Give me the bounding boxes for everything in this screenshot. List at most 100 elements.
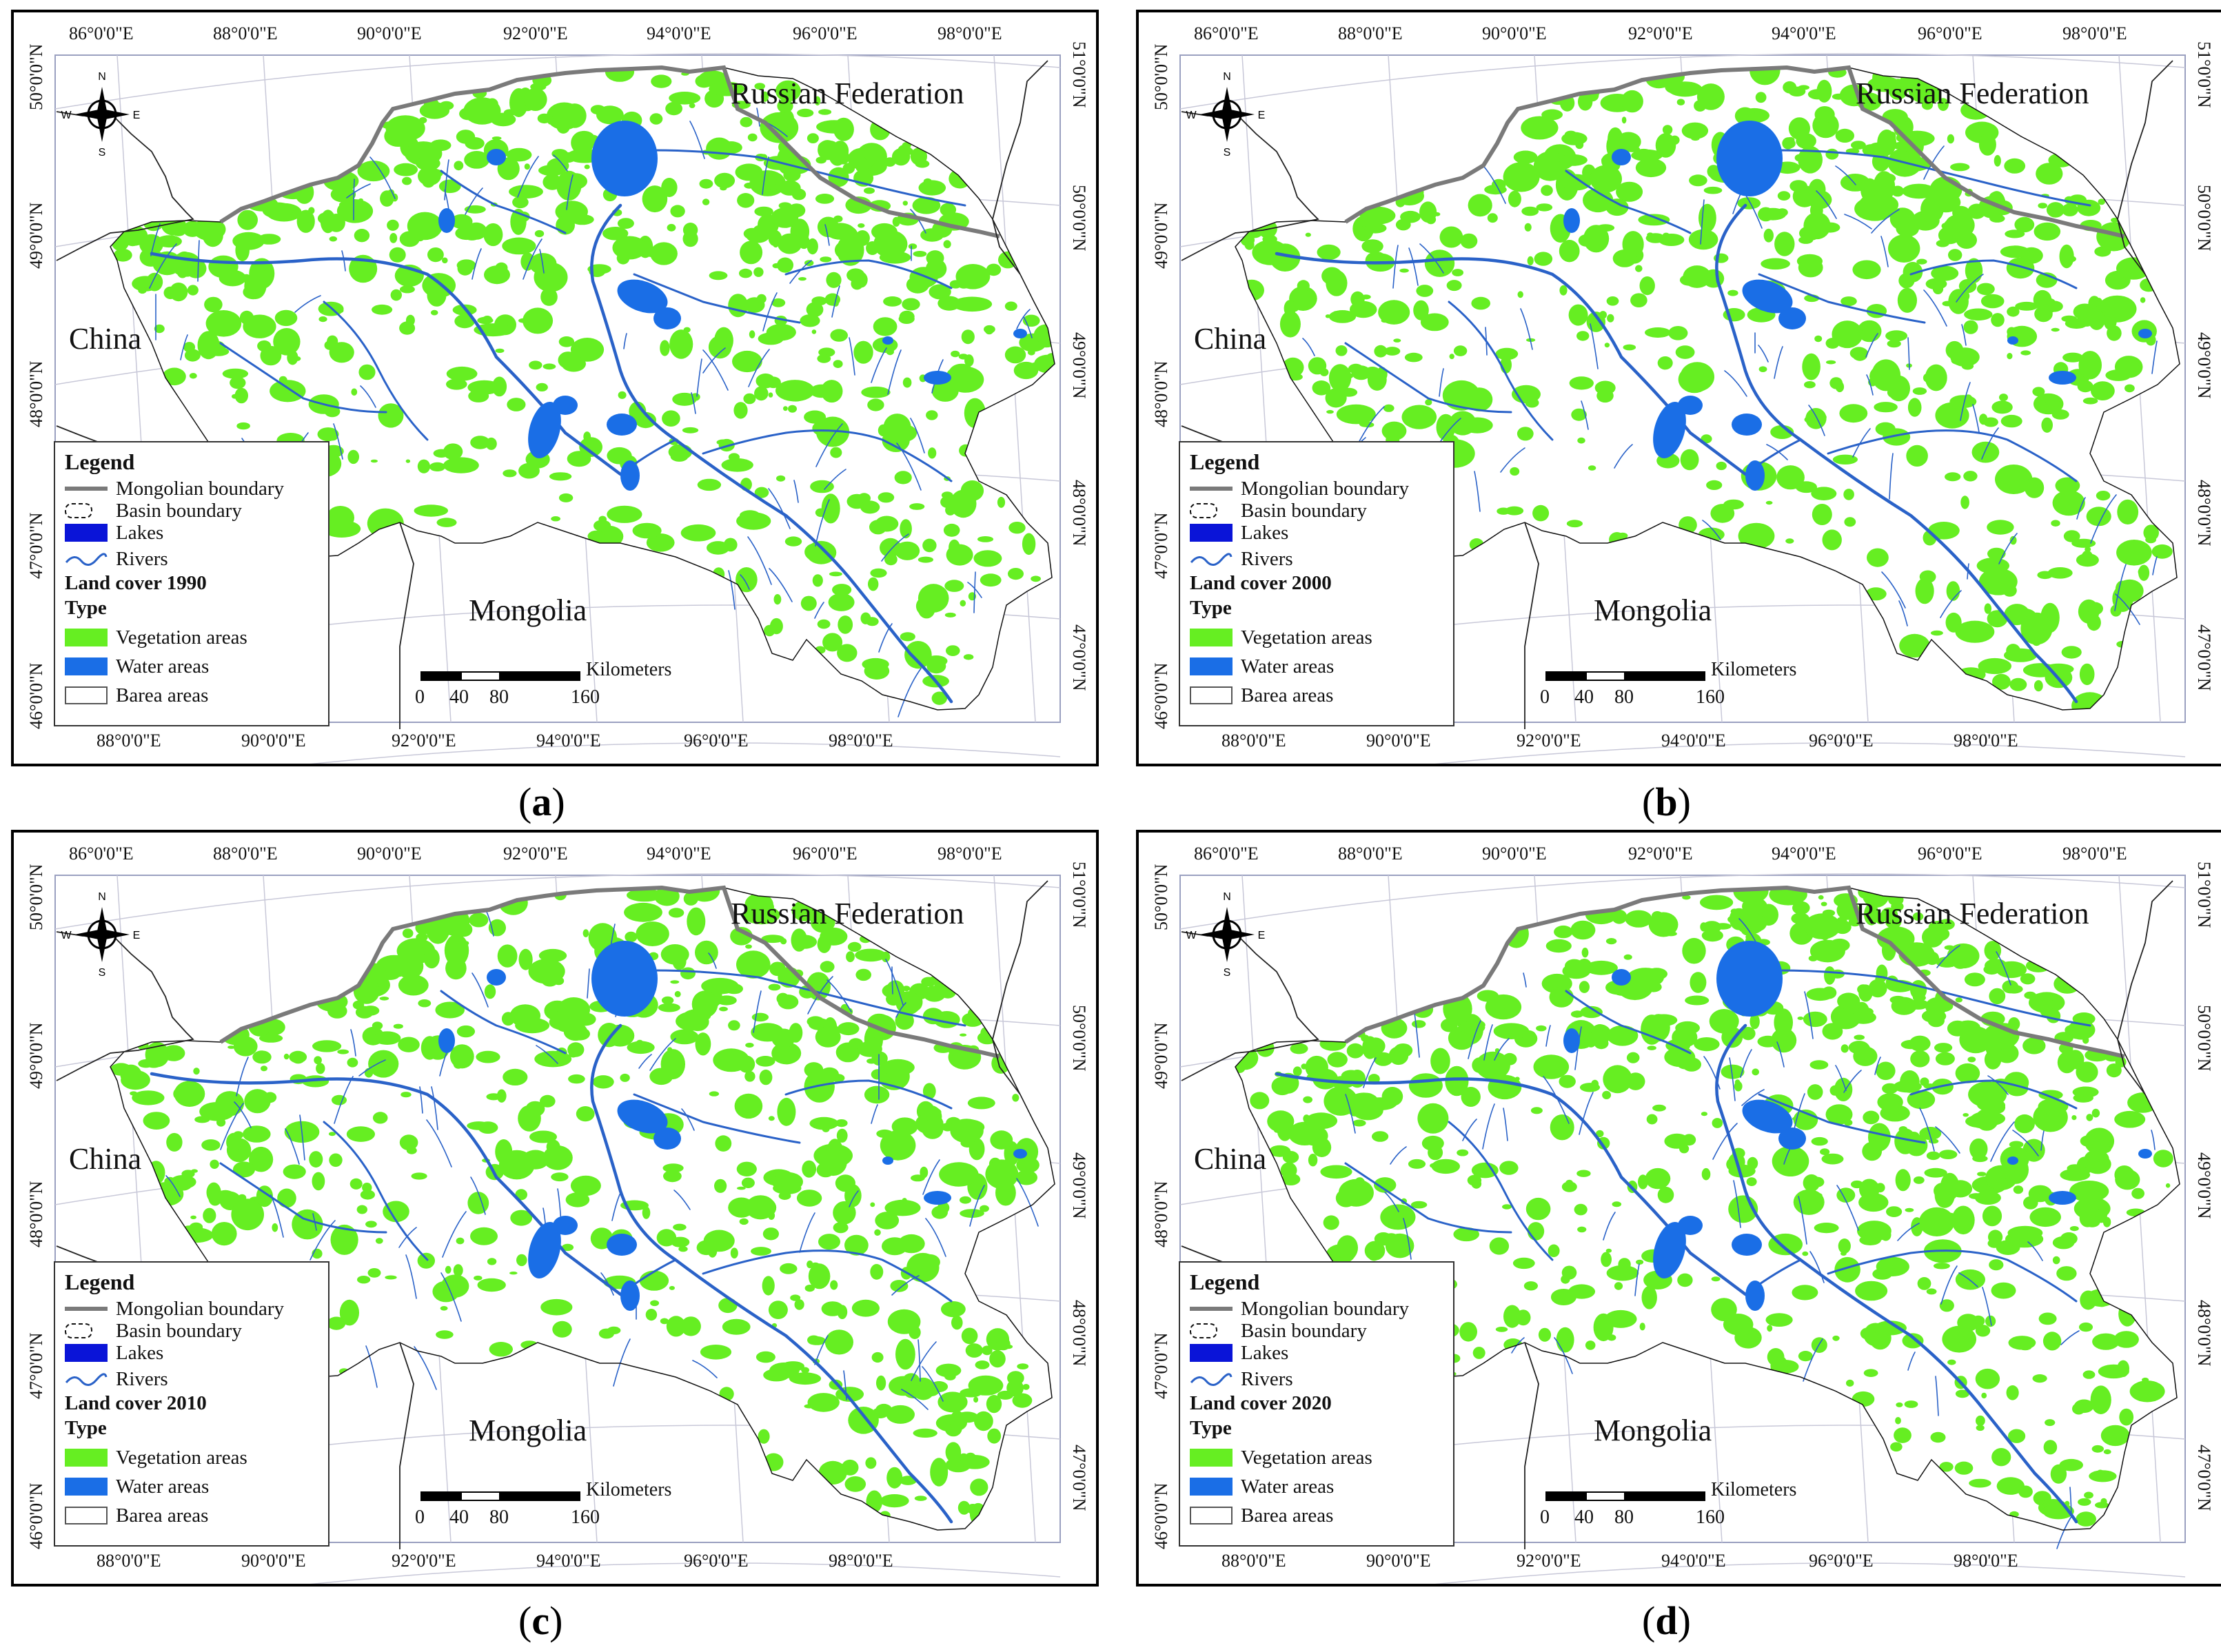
vegetation-patch (2091, 381, 2115, 400)
vegetation-patch (833, 117, 854, 141)
vegetation-patch (2098, 198, 2105, 205)
vegetation-patch (996, 1337, 1011, 1351)
vegetation-patch (411, 1172, 427, 1180)
river-tributary (789, 260, 812, 284)
vegetation-patch (509, 185, 543, 198)
vegetation-patch (1012, 1094, 1020, 1102)
legend-title: Legend (1190, 1269, 1260, 1294)
vegetation-patch (1895, 1417, 1901, 1425)
vegetation-patch (2113, 1331, 2139, 1348)
vegetation-patch (1536, 1025, 1547, 1032)
vegetation-patch (874, 1229, 881, 1236)
compass-letter: S (99, 967, 106, 979)
latitude-label-right: 47°0'0"N (1069, 1445, 1089, 1511)
river-tributary (967, 582, 982, 598)
vegetation-patch (667, 223, 676, 232)
lake (438, 208, 455, 233)
river-tributary (673, 1190, 691, 1210)
latitude-label-left: 47°0'0"N (1151, 512, 1171, 579)
vegetation-patch (346, 1126, 375, 1142)
vegetation-patch (1641, 1285, 1657, 1309)
legend-water-label: Water areas (1241, 655, 1335, 677)
vegetation-patch (1905, 1207, 1914, 1212)
vegetation-patch (203, 1207, 216, 1223)
vegetation-patch (1541, 185, 1553, 196)
vegetation-patch (855, 948, 886, 962)
vegetation-patch (443, 457, 479, 473)
vegetation-patch (865, 1457, 877, 1469)
vegetation-patch (2077, 380, 2093, 393)
latitude-label-left: 48°0'0"N (26, 360, 46, 427)
legend-water: Water areas (65, 1475, 209, 1498)
vegetation-patch (950, 1119, 984, 1143)
river-tributary (1729, 1057, 1736, 1101)
vegetation-patch (829, 145, 846, 166)
vegetation-patch (1805, 408, 1827, 429)
vegetation-patch (1930, 1431, 1946, 1443)
vegetation-patch (1851, 1180, 1863, 1189)
vegetation-patch (668, 908, 684, 918)
vegetation-patch (2153, 1150, 2173, 1167)
vegetation-patch (498, 1150, 535, 1180)
vegetation-patch (336, 199, 374, 223)
vegetation-patch (551, 516, 560, 522)
legend-mongolian-boundary: Mongolian boundary (1190, 477, 1409, 500)
river-tributary (1016, 1178, 1039, 1227)
vegetation-patch (312, 1040, 342, 1052)
vegetation-patch (632, 522, 662, 539)
river (633, 1093, 801, 1144)
longitude-label-bottom: 98°0'0"E (829, 731, 893, 751)
latitude-label-right: 51°0'0"N (1069, 41, 1089, 108)
vegetation-patch (903, 1385, 924, 1398)
scale-segment (460, 1491, 500, 1501)
vegetation-patch (491, 136, 502, 140)
vegetation-patch (312, 1172, 325, 1191)
river-tributary (1468, 1020, 1481, 1059)
river-tributary (1898, 600, 1908, 626)
country-border (399, 522, 414, 729)
vegetation-patch (2043, 1440, 2058, 1455)
longitude-label-bottom: 96°0'0"E (1809, 1551, 1874, 1571)
vegetation-patch (2032, 387, 2045, 397)
longitude-label-bottom: 94°0'0"E (1661, 1551, 1726, 1571)
scale-unit: Kilometers (1711, 1479, 1797, 1500)
vegetation-patch (743, 906, 780, 925)
vegetation-patch (1534, 252, 1553, 266)
vegetation-patch (405, 459, 411, 463)
vegetation-patch (1690, 972, 1707, 993)
vegetation-patch (2022, 1037, 2046, 1054)
vegetation-patch (470, 1227, 498, 1245)
vegetation-patch (503, 1068, 528, 1085)
lakes-swatch-icon (65, 524, 108, 542)
vegetation-patch (1556, 1327, 1574, 1353)
vegetation-patch (398, 975, 429, 996)
river (1448, 1121, 1554, 1261)
vegetation-patch (1788, 117, 1810, 140)
lake (653, 307, 681, 329)
vegetation-patch (1776, 465, 1805, 490)
vegetation-patch (1880, 1229, 1892, 1241)
vegetation-patch (418, 999, 432, 1008)
river-tributary (692, 1360, 718, 1378)
vegetation-patch (1867, 548, 1889, 567)
vegetation-patch (1867, 77, 1901, 92)
vegetation-patch (1305, 232, 1311, 237)
vegetation-patch (390, 289, 402, 301)
vegetation-patch (1716, 461, 1727, 471)
river-tributary (294, 295, 321, 313)
vegetation-patch (1374, 1177, 1397, 1193)
legend-barren: Barea areas (65, 684, 208, 707)
river-tributary (753, 990, 762, 1033)
vegetation-patch (1706, 480, 1723, 491)
vegetation-patch (1810, 1176, 1825, 1187)
river (1565, 170, 1692, 234)
vegetation-patch (1876, 926, 1915, 952)
vegetation-patch (2084, 1154, 2111, 1174)
vegetation-patch (274, 309, 298, 327)
vegetation-patch (2140, 297, 2146, 303)
vegetation-patch (1525, 1197, 1551, 1221)
vegetation-patch (1453, 1227, 1479, 1242)
rivers-layer (1275, 140, 2158, 704)
river-tributary (1408, 247, 1419, 286)
vegetation-patch (330, 1224, 358, 1255)
